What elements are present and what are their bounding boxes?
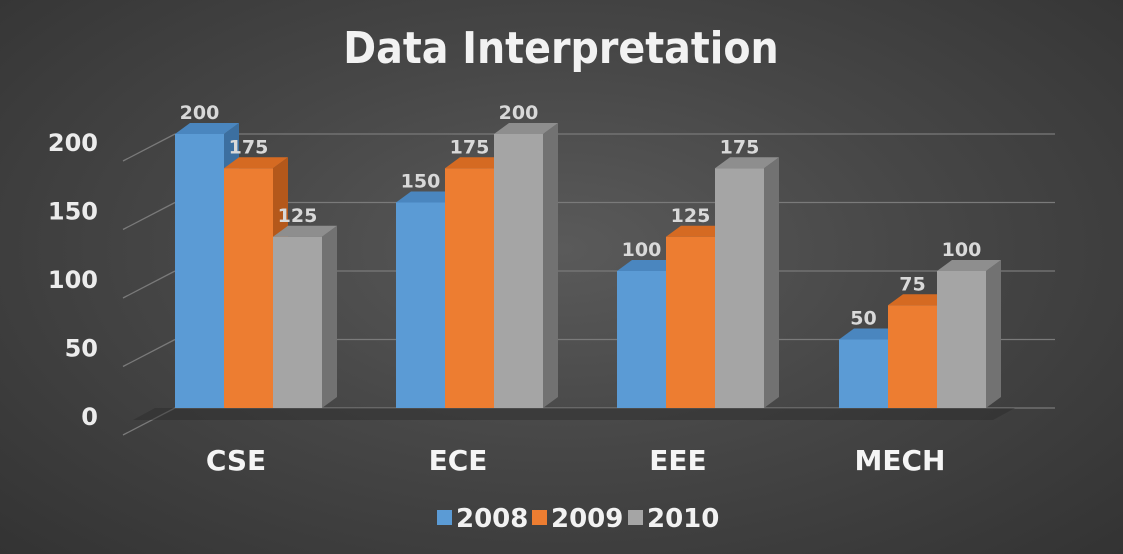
legend-label: 2009 — [551, 504, 623, 534]
bar-eee-2010 — [715, 157, 779, 408]
x-axis: CSE ECE EEE MECH — [206, 444, 946, 477]
x-tick-label: ECE — [429, 444, 488, 477]
y-tick-label: 50 — [65, 335, 98, 363]
legend: 2008 2009 2010 — [437, 504, 719, 534]
x-tick-label: MECH — [855, 444, 946, 477]
data-label: 175 — [229, 136, 269, 158]
floor-shadow — [133, 408, 1015, 420]
chart-title: Data Interpretation — [343, 23, 778, 74]
data-label: 50 — [850, 308, 876, 330]
data-label: 175 — [450, 136, 490, 158]
bar-mech-2009 — [888, 294, 952, 408]
data-label: 150 — [401, 171, 441, 193]
y-tick-label: 100 — [48, 266, 98, 294]
data-label: 175 — [720, 136, 760, 158]
legend-swatch — [437, 510, 452, 525]
legend-label: 2010 — [647, 504, 719, 534]
data-label: 200 — [499, 102, 539, 124]
data-label: 200 — [180, 102, 220, 124]
data-label: 125 — [671, 205, 711, 227]
legend-item-2008: 2008 — [437, 504, 528, 534]
bar-mech-2010 — [937, 260, 1001, 408]
data-label: 100 — [622, 239, 662, 261]
legend-item-2009: 2009 — [532, 504, 623, 534]
x-tick-label: CSE — [206, 444, 266, 477]
bar-cse-2010 — [273, 225, 337, 408]
data-label: 100 — [942, 239, 982, 261]
legend-swatch — [532, 510, 547, 525]
data-labels: 200 175 125 150 175 200 100 125 175 50 75 100 — [180, 102, 982, 330]
y-axis: 0 50 100 150 200 — [48, 129, 98, 431]
x-tick-label: EEE — [649, 444, 706, 477]
data-label: 75 — [899, 273, 925, 295]
bar-ece-2010 — [494, 123, 558, 408]
gridline — [122, 201, 1055, 231]
legend-label: 2008 — [456, 504, 528, 534]
bars — [133, 123, 1015, 420]
y-tick-label: 200 — [48, 129, 98, 157]
y-tick-label: 0 — [81, 403, 98, 431]
legend-item-2010: 2010 — [628, 504, 719, 534]
y-tick-label: 150 — [48, 198, 98, 226]
data-label: 125 — [278, 205, 318, 227]
legend-swatch — [628, 510, 643, 525]
gridline — [122, 133, 1055, 162]
